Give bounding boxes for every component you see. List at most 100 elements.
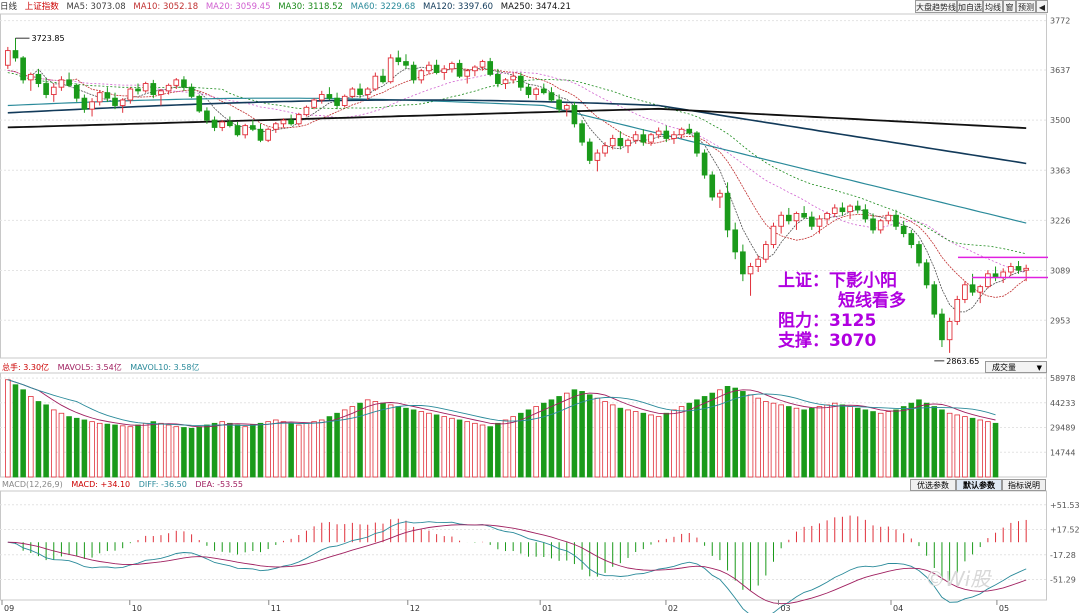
candle-body	[602, 145, 608, 154]
tab-default-params[interactable]: 默认参数	[956, 479, 1002, 491]
trendline-button[interactable]: 大盘趋势线	[915, 0, 957, 13]
candle-body	[318, 94, 325, 101]
candle-body	[334, 97, 340, 106]
candle-body	[740, 251, 746, 275]
candle-body	[502, 79, 509, 84]
candle-body	[387, 57, 394, 83]
candle-body	[533, 88, 539, 95]
candle-body	[96, 92, 103, 103]
volume-bar	[66, 416, 72, 478]
candle-body	[977, 286, 984, 293]
volume-bar	[770, 402, 777, 478]
candle-body	[257, 128, 264, 141]
candle-body	[877, 220, 884, 231]
header-bar: 日线 上证指数 MA5: 3073.08 MA10: 3052.18 MA20:…	[0, 0, 1080, 14]
candle-body	[701, 152, 708, 176]
candle-body	[900, 225, 907, 235]
volume-total: 总手: 3.30亿	[2, 363, 50, 372]
candle-body	[969, 284, 976, 293]
tab-indicator-help[interactable]: 指标说明	[1002, 479, 1046, 491]
volume-bar	[250, 424, 256, 478]
candle-body	[640, 134, 647, 143]
mavol10-label: MAVOL10: 3.58亿	[130, 363, 200, 372]
volume-bar	[969, 417, 976, 478]
volume-bar	[809, 407, 815, 478]
candle-body	[211, 119, 218, 128]
ma30-line	[7, 72, 1027, 255]
volume-bar	[73, 417, 80, 478]
candle-body	[525, 86, 532, 95]
volume-bar	[640, 412, 647, 478]
candle-body	[441, 68, 448, 74]
candle-body	[173, 79, 180, 86]
volume-bar	[778, 404, 784, 478]
volume-bar	[296, 424, 302, 478]
price-tick-label: 3772	[1050, 17, 1070, 26]
volume-bar	[150, 421, 157, 478]
volume-bar	[510, 416, 516, 478]
window-button[interactable]: 窗	[1003, 0, 1016, 13]
volume-bar	[219, 421, 225, 478]
candle-body	[165, 84, 172, 92]
indicator-select[interactable]: 成交量 ▼	[985, 361, 1047, 373]
candle-body	[854, 205, 861, 211]
candle-body	[801, 212, 807, 218]
volume-bar	[694, 399, 700, 478]
candle-body	[1015, 266, 1022, 271]
collapse-icon[interactable]: ◀	[1036, 0, 1048, 13]
candle-body	[686, 128, 693, 134]
candle-body	[456, 62, 463, 77]
volume-bar	[326, 416, 333, 478]
dea-value: DEA: -53.55	[195, 480, 243, 489]
ma-button[interactable]: 均线	[983, 0, 1003, 13]
price-tick-label: 2953	[1050, 316, 1070, 325]
candle-body	[579, 123, 585, 143]
price-tick-label: 3363	[1050, 166, 1070, 175]
candle-body	[671, 134, 677, 139]
candle-body	[694, 132, 700, 154]
month-label: 10	[132, 604, 142, 613]
volume-bar	[5, 379, 11, 478]
candle-body	[510, 75, 516, 81]
month-label: 04	[893, 604, 903, 613]
volume-bar	[709, 392, 716, 478]
forecast-button[interactable]: 预测	[1016, 0, 1036, 13]
candle-body	[625, 139, 631, 147]
candle-body	[663, 130, 670, 139]
candle-body	[540, 88, 547, 94]
dea-line	[7, 524, 1027, 605]
candle-body	[12, 50, 19, 59]
volume-bar	[541, 402, 547, 478]
volume-bar	[602, 401, 608, 478]
macd-name: MACD(12,26,9)	[2, 480, 63, 489]
volume-bar	[234, 424, 241, 478]
volume-bar	[173, 426, 180, 478]
volume-bar	[456, 419, 463, 478]
candle-body	[763, 244, 769, 260]
candle-body	[234, 125, 241, 136]
volume-bar	[28, 396, 34, 478]
volume-bar	[165, 424, 172, 478]
candle-body	[916, 244, 922, 264]
ma250-line	[7, 107, 1027, 129]
candle-body	[724, 192, 731, 231]
add-watchlist-button[interactable]: 加自选	[957, 0, 983, 13]
volume-bar	[418, 411, 425, 478]
indicator-select-value: 成交量	[992, 363, 1016, 372]
volume-bar	[441, 416, 448, 478]
volume-bar	[916, 399, 922, 478]
candle-body	[931, 284, 938, 315]
month-label: 05	[999, 604, 1009, 613]
volume-bar	[992, 422, 999, 478]
high-marker-label: 3723.85	[31, 34, 64, 43]
month-label: 09	[4, 604, 14, 613]
candle-body	[119, 99, 126, 106]
candle-body	[349, 88, 356, 97]
candle-body	[831, 207, 838, 214]
tab-optimized-params[interactable]: 优选参数	[910, 479, 956, 491]
candle-body	[364, 88, 371, 95]
candle-body	[188, 86, 195, 97]
period-label[interactable]: 日线	[0, 2, 18, 12]
candle-body	[280, 119, 287, 125]
candle-body	[426, 64, 432, 72]
